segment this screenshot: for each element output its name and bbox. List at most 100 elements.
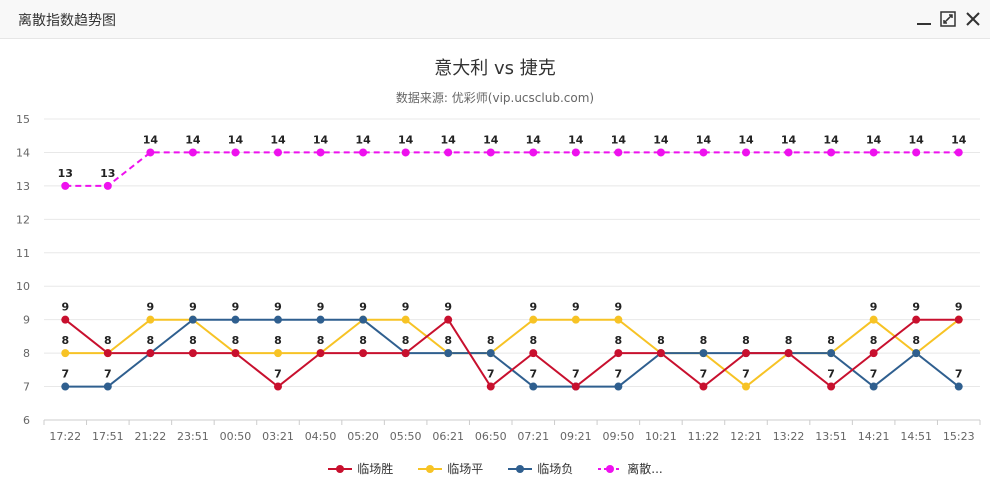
data-label: 9 (189, 301, 197, 314)
data-label: 9 (317, 301, 325, 314)
data-point (146, 315, 155, 324)
data-label: 8 (912, 334, 920, 347)
data-label: 14 (909, 133, 925, 146)
minimize-icon[interactable] (914, 9, 934, 29)
maximize-icon[interactable] (938, 9, 958, 29)
data-point (188, 349, 197, 358)
data-point (444, 148, 453, 157)
data-label: 14 (143, 133, 159, 146)
data-label: 7 (529, 368, 537, 381)
data-point (444, 349, 453, 358)
data-label: 8 (487, 334, 495, 347)
data-point (571, 315, 580, 324)
data-point (869, 349, 878, 358)
data-label: 14 (866, 133, 882, 146)
y-tick-label: 10 (16, 280, 30, 293)
legend-item[interactable]: 临场胜 (327, 460, 393, 477)
data-point (486, 148, 495, 157)
data-point (869, 148, 878, 157)
data-label: 14 (398, 133, 414, 146)
data-point (784, 349, 793, 358)
data-label: 14 (951, 133, 967, 146)
y-tick-label: 13 (16, 180, 30, 193)
data-label: 7 (104, 368, 112, 381)
data-point (656, 148, 665, 157)
title-bar: 离散指数趋势图 (0, 0, 990, 39)
data-label: 8 (742, 334, 750, 347)
x-tick-label: 17:51 (92, 430, 124, 443)
data-point (912, 349, 921, 358)
data-point (61, 349, 70, 358)
data-point (614, 382, 623, 391)
data-label: 9 (615, 301, 623, 314)
data-label: 14 (270, 133, 286, 146)
legend-item[interactable]: 临场负 (507, 460, 573, 477)
x-tick-label: 17:22 (49, 430, 81, 443)
data-point (231, 148, 240, 157)
data-label: 9 (912, 301, 920, 314)
data-label: 9 (572, 301, 580, 314)
data-point (486, 349, 495, 358)
data-label: 8 (317, 334, 325, 347)
data-point (699, 148, 708, 157)
data-point (784, 148, 793, 157)
data-label: 14 (823, 133, 839, 146)
data-label: 7 (61, 368, 69, 381)
data-label: 8 (827, 334, 835, 347)
x-tick-label: 06:50 (475, 430, 507, 443)
close-icon[interactable] (963, 9, 983, 29)
data-label: 14 (696, 133, 712, 146)
data-label: 7 (955, 368, 963, 381)
data-label: 7 (742, 368, 750, 381)
data-point (316, 148, 325, 157)
data-label: 9 (529, 301, 537, 314)
data-point (529, 148, 538, 157)
x-tick-label: 05:20 (347, 430, 379, 443)
data-label: 9 (444, 301, 452, 314)
data-label: 7 (615, 368, 623, 381)
data-label: 8 (444, 334, 452, 347)
y-tick-label: 11 (16, 247, 30, 260)
x-tick-label: 09:21 (560, 430, 592, 443)
data-label: 8 (657, 334, 665, 347)
data-point (869, 315, 878, 324)
data-point (103, 382, 112, 391)
data-label: 9 (402, 301, 410, 314)
data-point (401, 148, 410, 157)
data-point (231, 349, 240, 358)
data-point (954, 382, 963, 391)
data-point (444, 315, 453, 324)
data-point (742, 349, 750, 358)
data-point (103, 349, 112, 358)
data-label: 7 (572, 368, 580, 381)
data-label: 8 (870, 334, 878, 347)
chart-title: 意大利 vs 捷克 (434, 58, 556, 79)
legend-item[interactable]: 离散... (597, 460, 663, 477)
data-label: 14 (611, 133, 627, 146)
legend-item[interactable]: 临场平 (417, 460, 483, 477)
legend-symbol (508, 464, 533, 473)
data-point (742, 148, 750, 157)
data-label: 8 (147, 334, 155, 347)
x-tick-label: 21:22 (135, 430, 167, 443)
legend-label: 离散... (627, 462, 663, 476)
data-label: 14 (653, 133, 669, 146)
data-label: 8 (529, 334, 537, 347)
data-label: 7 (274, 368, 282, 381)
data-point (188, 148, 197, 157)
x-tick-label: 23:51 (177, 430, 209, 443)
data-label: 13 (100, 167, 115, 180)
data-label: 14 (313, 133, 329, 146)
data-point (401, 349, 410, 358)
legend-symbol (598, 464, 623, 473)
x-tick-label: 07:21 (517, 430, 549, 443)
data-point (954, 315, 963, 324)
data-label: 14 (483, 133, 499, 146)
data-point (827, 382, 836, 391)
data-label: 7 (870, 368, 878, 381)
data-point (827, 349, 836, 358)
data-label: 8 (274, 334, 282, 347)
data-point (529, 315, 538, 324)
